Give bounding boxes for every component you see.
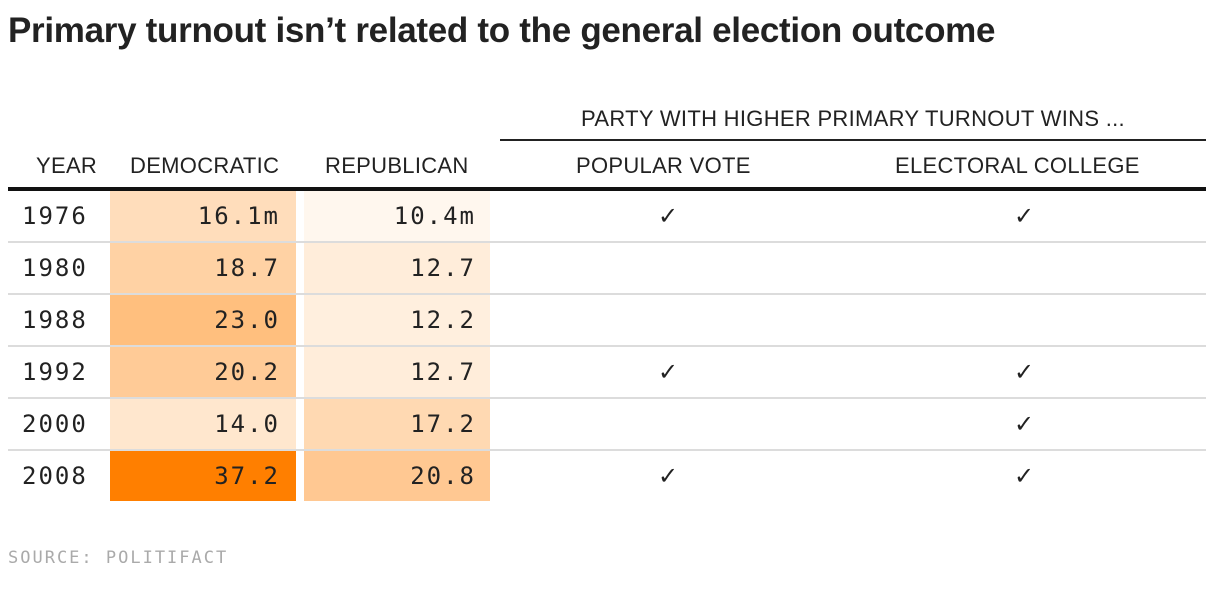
header-democratic: DEMOCRATIC	[130, 153, 280, 178]
republican-cell: 12.7	[304, 347, 490, 397]
header-rule	[8, 187, 1206, 191]
democratic-cell: 37.2	[110, 451, 296, 501]
popular-vote-check-icon: ✓	[657, 358, 679, 386]
electoral-college-check-icon: ✓	[1013, 462, 1035, 490]
democratic-cell: 23.0	[110, 295, 296, 345]
table-row: 2008 37.2 20.8 ✓ ✓	[8, 451, 1206, 503]
democratic-cell: 16.1m	[110, 191, 296, 241]
row-divider	[8, 449, 1206, 451]
row-divider	[8, 397, 1206, 399]
year-cell: 1980	[22, 254, 88, 282]
democratic-cell: 18.7	[110, 243, 296, 293]
table-row: 1976 16.1m 10.4m ✓ ✓	[8, 191, 1206, 243]
popular-vote-check-icon: ✓	[657, 462, 679, 490]
republican-cell: 10.4m	[304, 191, 490, 241]
row-divider	[8, 293, 1206, 295]
header-popular-vote: POPULAR VOTE	[576, 153, 751, 178]
row-divider	[8, 345, 1206, 347]
table-row: 1980 18.7 12.7	[8, 243, 1206, 295]
year-cell: 2000	[22, 410, 88, 438]
electoral-college-check-icon: ✓	[1013, 410, 1035, 438]
democratic-cell: 20.2	[110, 347, 296, 397]
table-body: 1976 16.1m 10.4m ✓ ✓ 1980 18.7 12.7 1988 23.0 12.2…	[8, 191, 1206, 503]
header-year: YEAR	[36, 153, 98, 178]
chart-title: Primary turnout isn’t related to the gen…	[8, 11, 996, 50]
source-note: SOURCE: POLITIFACT	[8, 548, 229, 568]
year-cell: 1976	[22, 202, 88, 230]
table-row: 2000 14.0 17.2 ✓	[8, 399, 1206, 451]
column-group-label: PARTY WITH HIGHER PRIMARY TURNOUT WINS .…	[581, 106, 1125, 131]
year-cell: 1992	[22, 358, 88, 386]
republican-cell: 12.7	[304, 243, 490, 293]
table-row: 1988 23.0 12.2	[8, 295, 1206, 347]
republican-cell: 12.2	[304, 295, 490, 345]
column-group-rule	[500, 139, 1206, 141]
popular-vote-check-icon: ✓	[657, 202, 679, 230]
row-divider	[8, 241, 1206, 243]
year-cell: 1988	[22, 306, 88, 334]
table-row: 1992 20.2 12.7 ✓ ✓	[8, 347, 1206, 399]
year-cell: 2008	[22, 462, 88, 490]
header-republican: REPUBLICAN	[325, 153, 469, 178]
header-electoral-college: ELECTORAL COLLEGE	[895, 153, 1140, 178]
republican-cell: 20.8	[304, 451, 490, 501]
republican-cell: 17.2	[304, 399, 490, 449]
democratic-cell: 14.0	[110, 399, 296, 449]
electoral-college-check-icon: ✓	[1013, 358, 1035, 386]
electoral-college-check-icon: ✓	[1013, 202, 1035, 230]
